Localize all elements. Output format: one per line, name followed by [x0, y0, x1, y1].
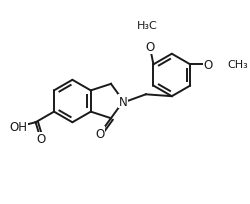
Text: O: O	[145, 41, 154, 54]
Text: CH₃: CH₃	[227, 60, 248, 70]
Text: O: O	[204, 59, 213, 71]
Text: O: O	[36, 133, 45, 146]
Text: H₃C: H₃C	[136, 21, 157, 31]
Text: OH: OH	[10, 120, 28, 133]
Text: N: N	[119, 95, 128, 108]
Text: O: O	[95, 127, 104, 140]
